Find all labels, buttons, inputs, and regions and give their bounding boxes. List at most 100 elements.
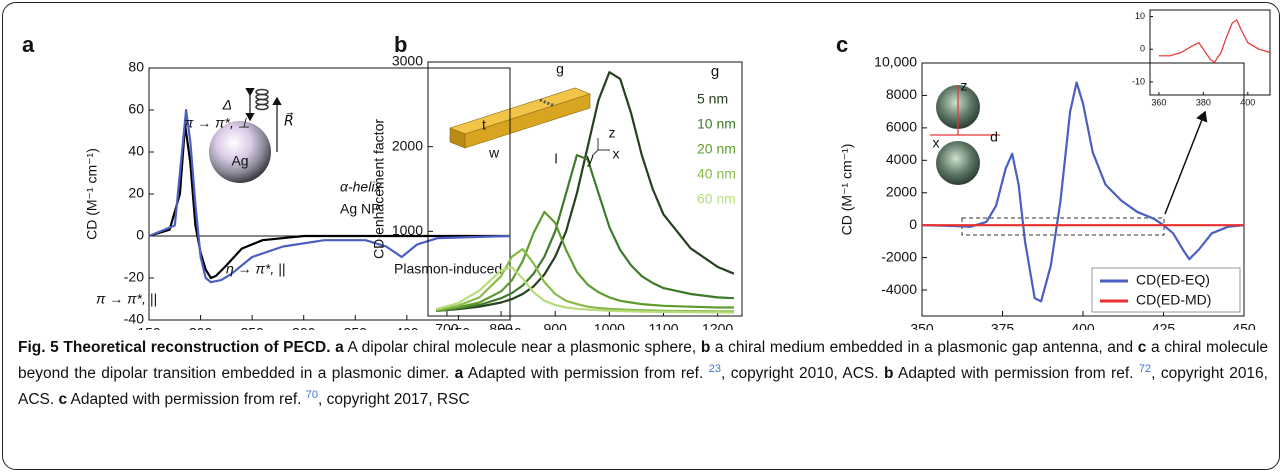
- annotation: d: [990, 129, 998, 145]
- caption-run: b: [884, 365, 894, 382]
- x-tick-label: 350: [910, 321, 934, 330]
- annotation: Δ: [222, 97, 232, 113]
- x-tick-label: 800: [489, 321, 513, 330]
- caption-run: , copyright 2017, RSC: [318, 391, 470, 408]
- annotation: l: [554, 151, 557, 167]
- caption-run: Adapted with permission from ref.: [463, 365, 709, 382]
- figure: 150200250300350400450500-40-20020406080W…: [22, 9, 1271, 330]
- caption-run: , copyright 2010, ACS.: [720, 365, 884, 382]
- x-tick-label: 380: [1196, 97, 1211, 107]
- x-tick-label: 425: [1152, 321, 1176, 330]
- y-tick-label: 60: [128, 101, 144, 117]
- caption-run: , copyright 2016, ACS.: [18, 365, 1268, 408]
- annotation: g: [556, 61, 564, 77]
- caption-run: 72: [1138, 362, 1152, 375]
- caption-run: a: [454, 365, 464, 382]
- sphere-bottom: [936, 141, 980, 185]
- annotation: x: [933, 135, 940, 151]
- annotation: Ag NP: [340, 201, 380, 217]
- y-tick-label: 1000: [392, 222, 423, 238]
- x-tick-label: 1000: [594, 321, 625, 330]
- caption-run: a chiral molecule beyond the dipolar tra…: [18, 339, 1269, 382]
- legend-label: CD(ED-EQ): [1136, 272, 1210, 288]
- y-tick-label: 40: [128, 143, 144, 159]
- annotation: π → π*, ||: [96, 291, 157, 307]
- legend-label: 60 nm: [697, 191, 736, 207]
- x-tick-label: 400: [1071, 321, 1095, 330]
- y-tick-label: 4000: [886, 151, 917, 167]
- annotation: Plasmon-induced: [394, 261, 502, 277]
- annotation: t: [482, 117, 486, 133]
- x-tick-label: 250: [240, 325, 264, 330]
- legend-box: [1091, 267, 1241, 313]
- y-axis-label: CD (M⁻¹ cm⁻¹): [84, 148, 100, 240]
- x-tick-label: 1100: [648, 321, 678, 330]
- y-tick-label: -40: [124, 311, 144, 327]
- annotation: y: [587, 151, 594, 167]
- caption-run: c: [58, 391, 68, 408]
- plot-frame: [427, 61, 743, 317]
- y-tick-label: 80: [128, 59, 144, 75]
- caption: Fig. 5 Theoretical reconstruction of PEC…: [18, 335, 1268, 413]
- y-tick-label: -2000: [881, 248, 917, 264]
- series-line: [921, 81, 1245, 303]
- y-tick-label: 6000: [886, 119, 917, 135]
- caption-run: 23: [708, 362, 721, 375]
- legend-label: 40 nm: [697, 166, 736, 182]
- x-tick-label: 375: [991, 321, 1015, 330]
- series-line: [1158, 19, 1271, 63]
- annotation: π → π*, ⊥: [184, 115, 250, 131]
- x-tick-label: 450: [1232, 321, 1256, 330]
- x-tick-label: 1200: [702, 321, 733, 330]
- panel-label: a: [22, 32, 35, 57]
- annotation: α-helix: [340, 179, 382, 195]
- y-tick-label: 0: [136, 227, 144, 243]
- caption-run: Fig. 5 Theoretical reconstruction of PEC…: [18, 339, 344, 356]
- panel-label: b: [394, 32, 407, 57]
- x-tick-label: 360: [1151, 97, 1166, 107]
- y-tick-label: 20: [128, 185, 144, 201]
- annotation: η → π*, ||: [226, 261, 285, 277]
- caption-run: Adapted with permission from ref.: [893, 365, 1139, 382]
- series-line: [435, 154, 734, 312]
- annotation: z: [609, 125, 616, 141]
- annotation: w: [488, 145, 500, 161]
- annotation: R⃗: [284, 112, 294, 129]
- legend-label: 5 nm: [697, 91, 728, 107]
- zoom-arrow: [1164, 110, 1208, 215]
- plot-frame: [1149, 9, 1271, 96]
- axes-glyph: [591, 138, 610, 157]
- y-tick-label: 8000: [886, 86, 917, 102]
- y-axis-label: CD (M⁻¹ cm⁻¹): [839, 144, 855, 236]
- x-tick-label: 400: [395, 325, 419, 330]
- zoom-box: [961, 217, 1165, 236]
- series-line: [148, 108, 511, 284]
- y-tick-label: 0: [1140, 44, 1145, 54]
- annotation: Ag: [231, 153, 248, 169]
- x-tick-label: 200: [189, 325, 213, 330]
- series-line: [436, 71, 735, 312]
- y-tick-label: 2000: [886, 183, 917, 199]
- y-tick-label: 10: [1135, 11, 1145, 21]
- y-tick-label: -10: [1132, 76, 1145, 86]
- x-tick-label: 400: [1240, 97, 1255, 107]
- legend-label: 20 nm: [697, 141, 736, 157]
- y-axis-label: CD enhacement factor: [371, 119, 387, 259]
- annotation: x: [613, 146, 620, 162]
- x-tick-label: 900: [544, 321, 568, 330]
- caption-run: a chiral medium embedded in a plasmonic …: [710, 339, 1138, 356]
- panel-label: c: [836, 32, 848, 57]
- plot-frame: [148, 67, 511, 321]
- caption-run: 70: [305, 388, 318, 401]
- y-tick-label: 2000: [392, 137, 423, 153]
- x-tick-label: 700: [435, 321, 459, 330]
- molecule-coil: [255, 88, 269, 111]
- series-line: [435, 266, 734, 314]
- y-tick-label: 10,000: [874, 54, 917, 70]
- y-tick-label: 3000: [392, 53, 423, 69]
- series-line: [148, 123, 510, 280]
- x-tick-label: 450: [447, 325, 471, 330]
- x-tick-label: 500: [498, 325, 522, 330]
